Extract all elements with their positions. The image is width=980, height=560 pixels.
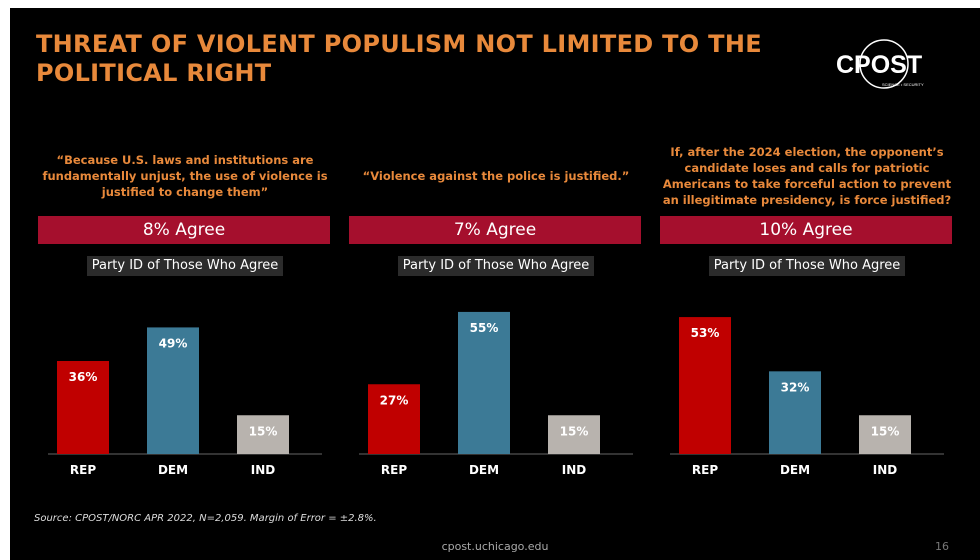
- tick-label-rep: REP: [692, 463, 718, 477]
- data-label-dem: 55%: [470, 321, 499, 335]
- party-label: Party ID of Those Who Agree: [708, 256, 906, 276]
- data-label-dem: 32%: [781, 380, 810, 394]
- panel-violence-police: “Violence against the police is justifie…: [349, 138, 643, 490]
- data-label-rep: 53%: [691, 326, 720, 340]
- logo-subtext: SCIENCE • SECURITY: [882, 82, 924, 87]
- bar-dem: [147, 327, 199, 454]
- question-text: If, after the 2024 election, the opponen…: [662, 145, 952, 207]
- data-label-rep: 36%: [69, 370, 98, 384]
- bar-rep: [679, 317, 731, 454]
- agree-banner: 8% Agree: [38, 216, 330, 244]
- tick-label-rep: REP: [381, 463, 407, 477]
- tick-label-dem: DEM: [158, 463, 188, 477]
- agree-banner: 7% Agree: [349, 216, 641, 244]
- cpost-logo: CPOST SCIENCE • SECURITY: [836, 39, 924, 89]
- source-note: Source: CPOST/NORC APR 2022, N=2,059. Ma…: [34, 513, 377, 524]
- data-label-ind: 15%: [249, 424, 278, 438]
- bar-chart: 53% REP 32% DEM 15% IND: [670, 317, 944, 477]
- tick-label-dem: DEM: [780, 463, 810, 477]
- panel-laws-unjust: “Because U.S. laws and institutions are …: [38, 138, 332, 490]
- data-label-rep: 27%: [380, 393, 409, 407]
- tick-label-ind: IND: [251, 463, 276, 477]
- bar-ind: [548, 415, 600, 454]
- bar-ind: [237, 415, 289, 454]
- bar-chart: 27% REP 55% DEM 15% IND: [359, 311, 633, 477]
- party-label-box: Party ID of Those Who Agree: [38, 254, 332, 276]
- slide-title: THREAT OF VIOLENT POPULISM NOT LIMITED T…: [36, 30, 762, 87]
- footer-url[interactable]: cpost.uchicago.edu: [441, 540, 549, 553]
- question-text: “Because U.S. laws and institutions are …: [42, 153, 328, 199]
- data-label-ind: 15%: [560, 424, 589, 438]
- bar-chart: 36% REP 49% DEM 15% IND: [48, 327, 322, 477]
- tick-label-rep: REP: [70, 463, 96, 477]
- logo-text: CPOST: [836, 51, 922, 79]
- party-label-box: Party ID of Those Who Agree: [660, 254, 954, 276]
- bar-dem: [769, 371, 821, 454]
- slide: THREAT OF VIOLENT POPULISM NOT LIMITED T…: [10, 8, 980, 560]
- tick-label-ind: IND: [562, 463, 587, 477]
- page-number: 16: [935, 540, 949, 553]
- panel-2024-election: If, after the 2024 election, the opponen…: [660, 138, 954, 490]
- question-text: “Violence against the police is justifie…: [362, 169, 630, 183]
- logo-globe-icon: [859, 39, 909, 89]
- tick-label-ind: IND: [873, 463, 898, 477]
- party-label: Party ID of Those Who Agree: [86, 256, 284, 276]
- bar-dem: [458, 311, 510, 454]
- bar-rep: [368, 384, 420, 454]
- party-label: Party ID of Those Who Agree: [397, 256, 595, 276]
- bar-ind: [859, 415, 911, 454]
- data-label-dem: 49%: [159, 336, 188, 350]
- tick-label-dem: DEM: [469, 463, 499, 477]
- data-label-ind: 15%: [871, 424, 900, 438]
- bar-rep: [57, 361, 109, 454]
- party-label-box: Party ID of Those Who Agree: [349, 254, 643, 276]
- agree-banner: 10% Agree: [660, 216, 952, 244]
